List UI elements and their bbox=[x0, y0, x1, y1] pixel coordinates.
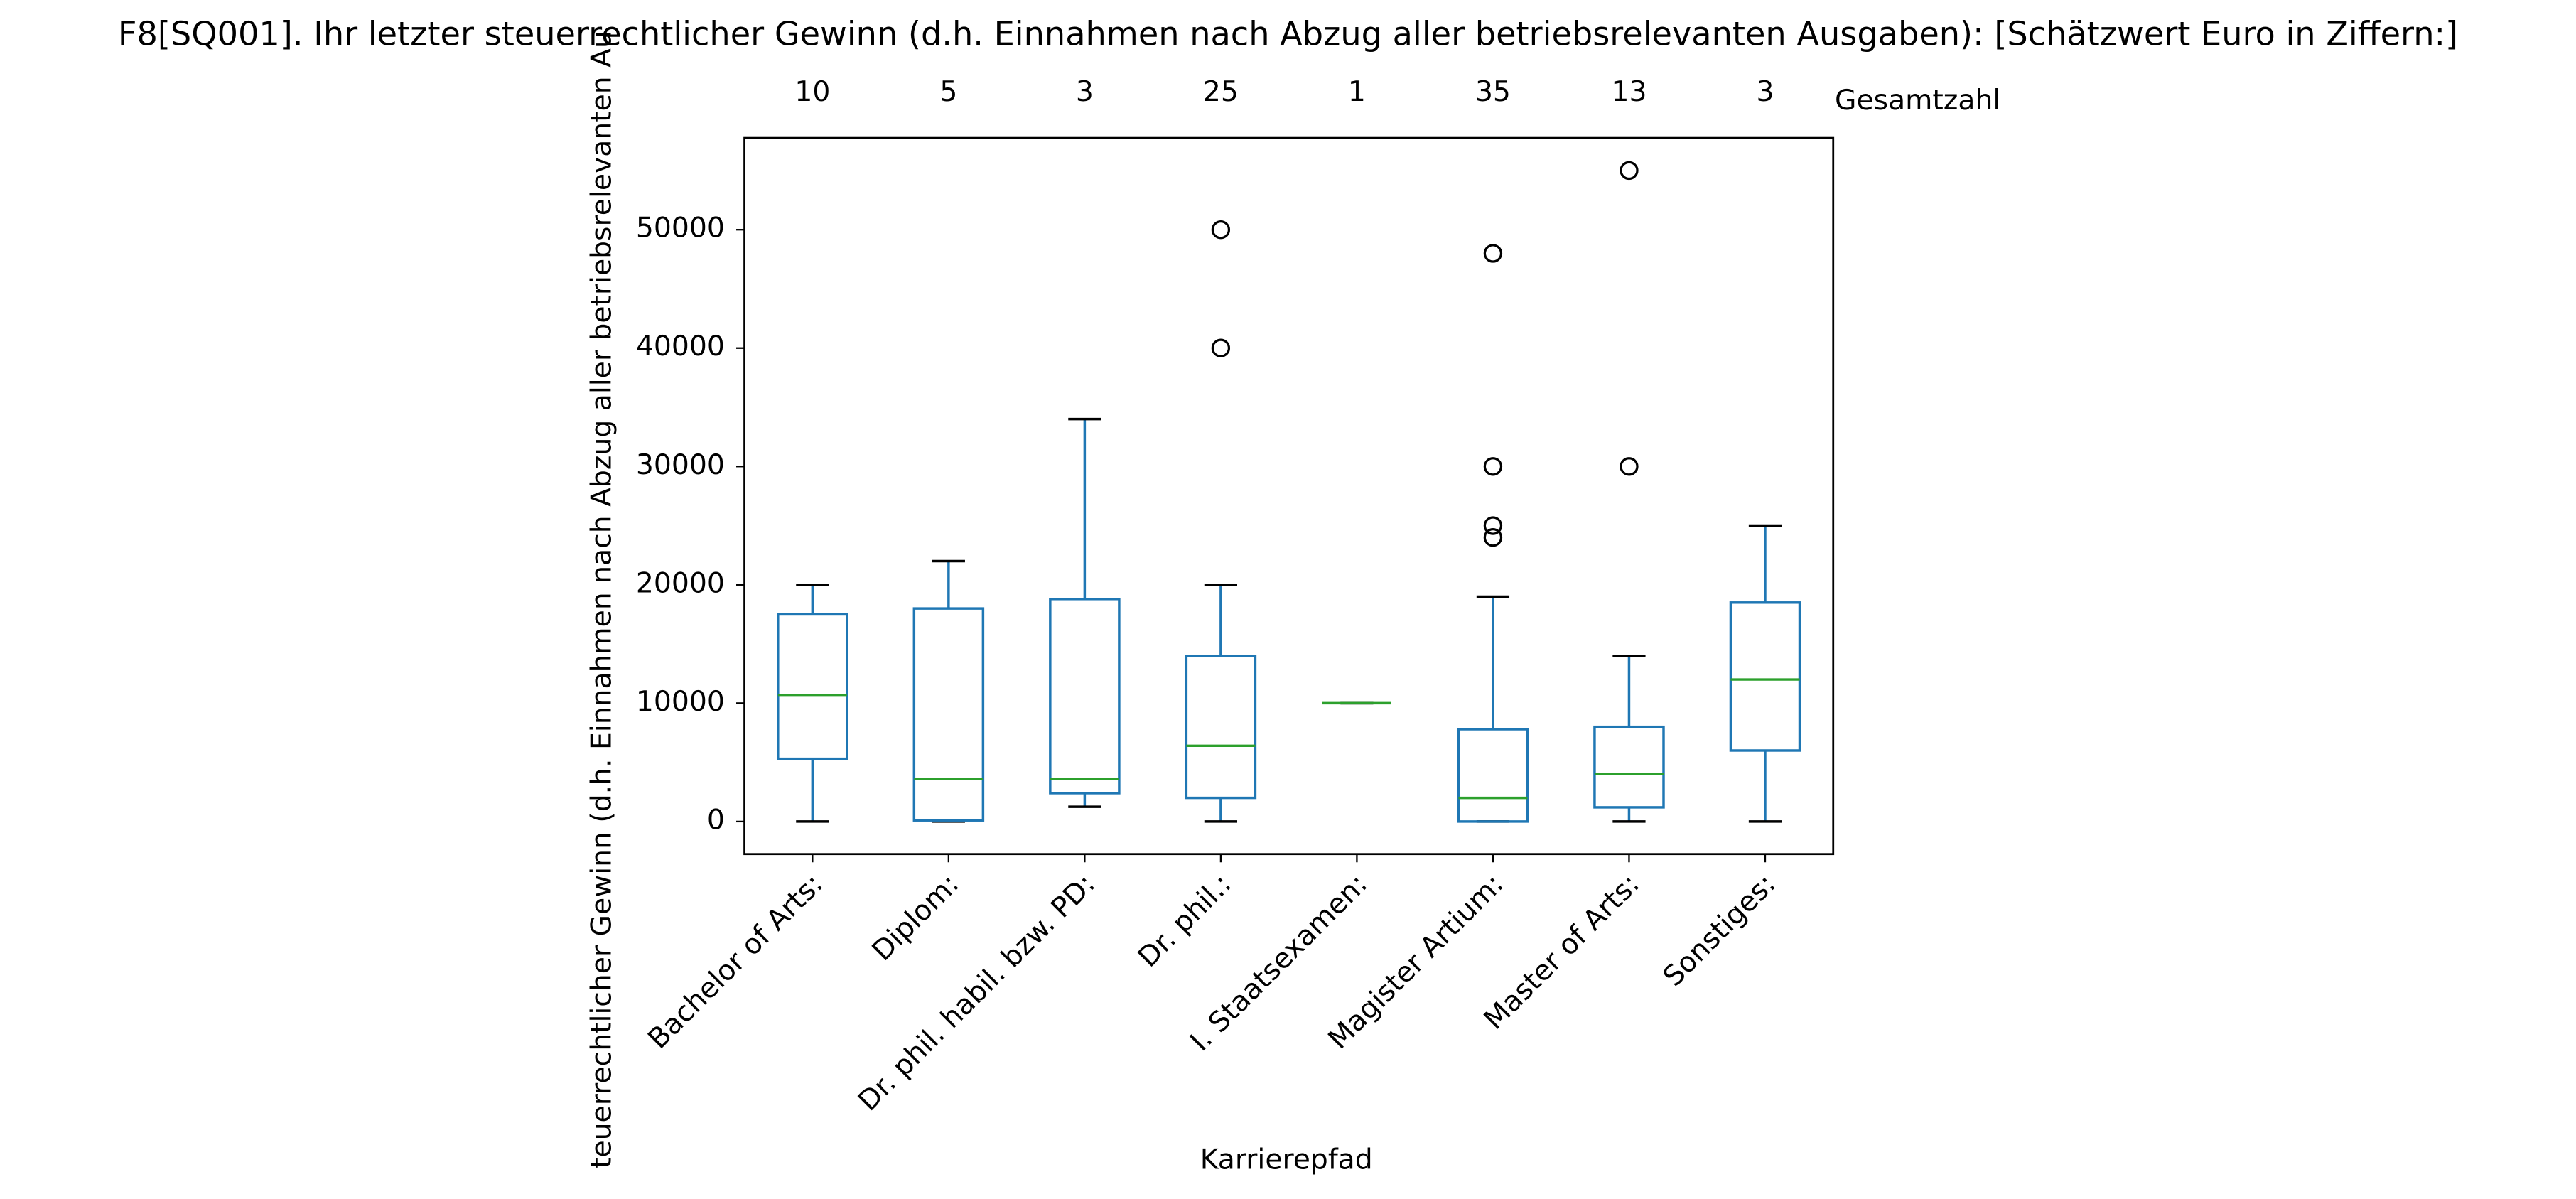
count-label: 3 bbox=[1756, 76, 1774, 108]
chart-title: F8[SQ001]. Ihr letzter steuerrechtlicher… bbox=[118, 14, 2458, 53]
y-tick-label: 0 bbox=[707, 804, 725, 836]
y-tick-label: 50000 bbox=[636, 213, 725, 244]
plot-frame bbox=[743, 136, 1835, 856]
box bbox=[912, 607, 985, 822]
flier bbox=[1483, 457, 1503, 476]
count-label: 5 bbox=[939, 76, 957, 108]
y-tick-label: 10000 bbox=[636, 686, 725, 718]
flier bbox=[1483, 516, 1503, 535]
x-axis-label: Karrierepfad bbox=[1200, 1144, 1373, 1176]
flier bbox=[1483, 244, 1503, 263]
counts-label: Gesamtzahl bbox=[1835, 85, 2000, 117]
box bbox=[777, 613, 848, 760]
flier bbox=[1620, 457, 1639, 476]
y-tick-label: 20000 bbox=[636, 567, 725, 599]
flier bbox=[1620, 161, 1639, 181]
flier bbox=[1211, 338, 1231, 357]
count-label: 13 bbox=[1611, 76, 1647, 108]
box bbox=[1729, 601, 1801, 752]
box bbox=[1593, 725, 1665, 809]
count-label: 10 bbox=[794, 76, 830, 108]
box bbox=[1185, 655, 1257, 800]
box bbox=[1049, 598, 1121, 795]
y-tick-label: 30000 bbox=[636, 449, 725, 481]
y-tick-label: 40000 bbox=[636, 330, 725, 362]
count-label: 25 bbox=[1203, 76, 1239, 108]
flier bbox=[1211, 220, 1231, 240]
count-label: 35 bbox=[1475, 76, 1511, 108]
flier bbox=[1483, 528, 1503, 547]
count-label: 1 bbox=[1348, 76, 1366, 108]
y-axis-label: teuerrechtlicher Gewinn (d.h. Einnahmen … bbox=[586, 31, 618, 1168]
count-label: 3 bbox=[1076, 76, 1094, 108]
box bbox=[1457, 728, 1529, 823]
